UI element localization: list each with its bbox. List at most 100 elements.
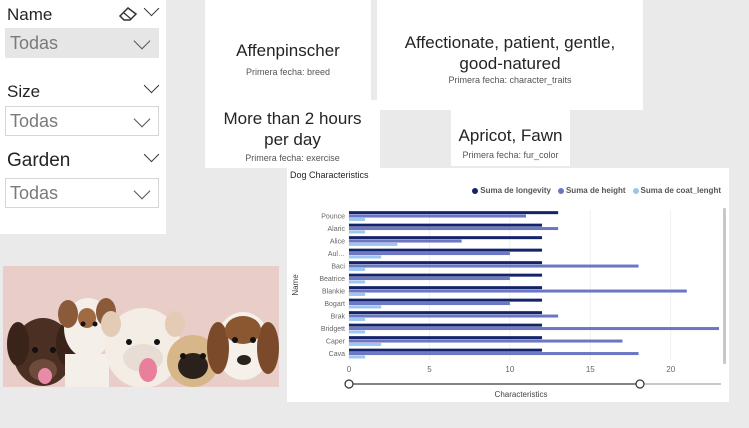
y-tick-label: Caper <box>326 338 346 345</box>
dogs-illustration <box>7 298 279 387</box>
card-label: Primera fecha: breed <box>245 67 331 77</box>
bar <box>349 323 543 327</box>
x-tick-label: 0 <box>347 365 352 374</box>
bar <box>349 242 398 246</box>
size-slicer-dropdown[interactable]: Todas <box>5 106 159 136</box>
y-tick-label: Aul… <box>328 251 345 258</box>
bar <box>349 292 366 296</box>
bar <box>349 248 543 252</box>
bar <box>349 214 526 218</box>
y-tick-label: Alice <box>330 238 345 245</box>
bar <box>349 302 510 306</box>
bar <box>349 236 543 240</box>
card-value: Apricot, Fawn <box>458 126 563 145</box>
size-slicer-value: Todas <box>10 111 59 131</box>
bar <box>349 289 687 293</box>
name-slicer-chevron-icon[interactable] <box>143 0 160 17</box>
zoom-slider-start-handle[interactable] <box>344 379 354 389</box>
bar <box>349 267 366 271</box>
chevron-down-icon <box>133 110 151 128</box>
dogs-photo <box>3 266 279 387</box>
card-label: Primera fecha: fur_color <box>462 150 559 160</box>
bar <box>349 348 543 352</box>
bar <box>349 277 510 281</box>
legend-label: Suma de height <box>565 186 626 195</box>
chart-legend: Suma de longevity Suma de height Suma de… <box>472 186 721 195</box>
card-value: Affenpinscher <box>236 41 340 60</box>
fur-color-card: Apricot, Fawn Primera fecha: fur_color <box>451 110 570 166</box>
bar <box>349 227 559 231</box>
legend-label: Suma de longevity <box>480 186 551 195</box>
x-tick-label: 10 <box>505 365 514 374</box>
breed-card: Affenpinscher Primera fecha: breed <box>205 0 371 100</box>
size-slicer-chevron-icon[interactable] <box>143 77 160 94</box>
bar <box>349 339 623 343</box>
chevron-down-icon <box>133 32 151 50</box>
y-tick-label: Pounce <box>321 213 345 220</box>
y-tick-label: Alaric <box>327 226 345 233</box>
card-label: Primera fecha: character_traits <box>448 75 572 85</box>
garden-slicer-value: Todas <box>10 183 59 203</box>
garden-slicer-dropdown[interactable]: Todas <box>5 178 159 208</box>
dog-characteristics-chart: Dog Characteristics Suma de longevity Su… <box>287 168 729 402</box>
y-tick-label: Baci <box>331 263 345 270</box>
bar <box>349 317 366 321</box>
x-tick-label: 5 <box>427 365 432 374</box>
legend-label: Suma de coat_lenght <box>640 186 721 195</box>
name-slicer-dropdown[interactable]: Todas <box>5 28 159 58</box>
bar <box>349 305 382 309</box>
character-traits-card: Affectionate, patient, gentle, good-natu… <box>377 0 643 110</box>
legend-item-coat[interactable]: Suma de coat_lenght <box>632 186 721 195</box>
name-slicer-title: Name <box>7 5 53 24</box>
bar <box>349 327 719 331</box>
chart-title: Dog Characteristics <box>290 170 369 180</box>
bar <box>349 298 543 302</box>
bar <box>349 255 382 259</box>
garden-slicer-title: Garden <box>7 150 71 171</box>
size-slicer-title: Size <box>7 82 41 101</box>
slicer-panel: Name Todas Size Todas Garden Todas <box>0 0 166 234</box>
bar <box>349 286 543 290</box>
bar <box>349 336 543 340</box>
garden-slicer-chevron-icon[interactable] <box>143 146 160 163</box>
y-tick-label: Blankie <box>322 288 345 295</box>
bar <box>349 280 366 284</box>
y-tick-label: Beatrice <box>319 276 345 283</box>
bar <box>349 330 366 334</box>
legend-dot <box>472 187 479 194</box>
eraser-icon[interactable] <box>118 5 140 21</box>
card-value: More than 2 hours per day <box>223 109 362 149</box>
bar-chart-plot: 0 5 10 15 20 Pounce Alaric Alice Aul… Baci Beatric… <box>291 208 726 399</box>
bar <box>349 261 543 265</box>
vertical-scrollbar[interactable] <box>723 208 726 364</box>
bar <box>349 217 366 221</box>
bar <box>349 223 543 227</box>
x-axis-title: Characteristics <box>495 390 548 399</box>
bar <box>349 239 462 243</box>
y-axis-title: Name <box>291 274 300 296</box>
legend-item-height[interactable]: Suma de height <box>557 186 626 195</box>
legend-dot <box>557 187 564 194</box>
legend-item-longevity[interactable]: Suma de longevity <box>472 186 551 195</box>
x-tick-label: 20 <box>666 365 675 374</box>
legend-dot <box>632 187 639 194</box>
bar <box>349 264 639 268</box>
y-tick-label: Bridgett <box>321 326 345 333</box>
bar <box>349 314 559 318</box>
bar <box>349 355 366 359</box>
name-slicer-value: Todas <box>10 33 59 53</box>
x-tick-label: 15 <box>586 365 595 374</box>
bar <box>349 273 543 277</box>
bar <box>349 352 639 356</box>
chevron-down-icon <box>133 182 151 200</box>
card-label: Primera fecha: exercise <box>245 153 340 163</box>
bar <box>349 311 543 315</box>
y-tick-label: Brak <box>331 313 346 320</box>
y-tick-label: Bogart <box>324 301 345 308</box>
bar <box>349 252 510 256</box>
bar <box>349 211 559 215</box>
card-value: Affectionate, patient, gentle, good-natu… <box>404 33 616 73</box>
bar <box>349 230 366 234</box>
bar <box>349 342 382 346</box>
zoom-slider-end-handle[interactable] <box>635 379 645 389</box>
